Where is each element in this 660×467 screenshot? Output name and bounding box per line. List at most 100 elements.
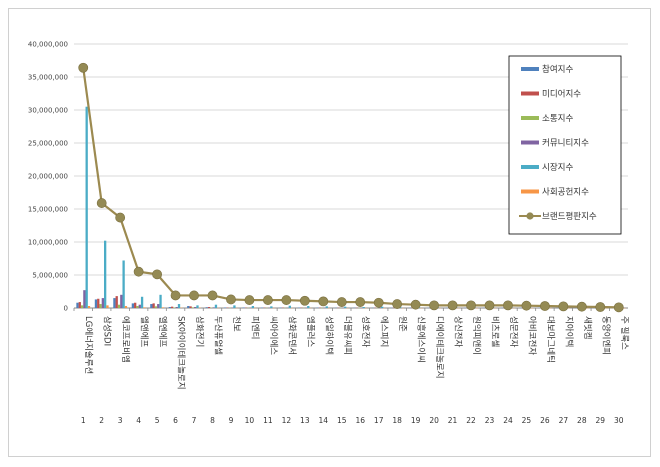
y-tick-label: 0	[64, 305, 68, 313]
line-point	[207, 290, 218, 301]
legend-swatch	[521, 67, 539, 71]
line-point	[429, 300, 439, 311]
bar	[159, 294, 162, 308]
bar	[80, 305, 84, 308]
bar	[85, 106, 88, 308]
x-number-label: 7	[192, 416, 197, 425]
line-point	[299, 295, 310, 306]
x-tick-label: 삼성SDI	[102, 316, 113, 346]
line-point	[410, 299, 421, 310]
y-tick-label: 40,000,000	[28, 41, 68, 49]
bar	[307, 306, 310, 308]
x-tick-label: 에코프로비엠	[120, 316, 131, 363]
bar	[94, 299, 98, 308]
x-number-label: 4	[136, 416, 141, 425]
x-tick-label: 주 필룩스	[619, 316, 630, 350]
x-tick-label: 천보	[231, 316, 242, 332]
bar	[104, 240, 107, 308]
legend-label: 참여지수	[542, 64, 573, 75]
bar	[196, 305, 199, 308]
x-number-label: 23	[485, 416, 495, 425]
bar	[399, 307, 402, 308]
bar	[124, 306, 128, 308]
x-tick-label: 성문전자	[508, 316, 519, 347]
x-tick-label: 엠플러스	[305, 316, 316, 347]
x-number-label: 13	[300, 416, 310, 425]
legend-swatch	[521, 165, 539, 169]
bar	[161, 307, 164, 308]
bar	[170, 306, 174, 308]
bar	[177, 304, 181, 308]
y-tick-label: 15,000,000	[28, 206, 68, 214]
bar	[194, 307, 197, 308]
legend-label: 시장지수	[542, 162, 573, 173]
y-tick-label: 5,000,000	[32, 272, 68, 280]
x-number-label: 9	[229, 416, 234, 425]
line-point	[503, 300, 513, 311]
bar	[288, 305, 291, 308]
bar	[175, 307, 178, 308]
legend-label: 커뮤니티지수	[542, 138, 589, 149]
bar	[362, 307, 365, 308]
bar	[157, 304, 160, 308]
line-point	[318, 296, 329, 307]
y-tick-label: 10,000,000	[28, 239, 68, 247]
x-number-label: 6	[173, 416, 178, 425]
bar	[233, 305, 236, 308]
bar	[97, 298, 100, 308]
legend-label: 사회공헌지수	[542, 188, 589, 198]
x-tick-label: 동양이엔피	[600, 316, 611, 355]
bar	[242, 307, 245, 308]
bar	[122, 260, 125, 308]
bar	[131, 303, 135, 308]
x-number-label: 30	[614, 416, 624, 425]
line-point	[355, 297, 366, 307]
line-point	[226, 294, 236, 305]
x-axis: LG에너지솔루션 1 삼성SDI 2 에코프로비엠 3 엘앤에프 4 엘엔에프 5 SK아이이테크놀…	[73, 308, 630, 425]
bar	[87, 306, 91, 308]
legend-label: 브랜드평판지수	[542, 211, 597, 222]
x-number-label: 1	[81, 416, 86, 425]
legend-swatch	[521, 189, 539, 194]
line-point	[613, 302, 624, 313]
bar	[150, 304, 153, 308]
y-tick-label: 35,000,000	[28, 74, 68, 82]
line-point	[392, 299, 403, 309]
bar	[138, 304, 141, 308]
bar	[381, 306, 384, 308]
bar	[325, 306, 328, 308]
bar	[101, 298, 104, 308]
line-point	[576, 301, 587, 312]
x-tick-label: 성호전자	[360, 316, 371, 347]
bar	[136, 306, 139, 308]
x-number-label: 24	[503, 416, 513, 425]
bar	[143, 307, 146, 308]
bar	[106, 305, 109, 308]
line-point	[189, 290, 199, 301]
x-tick-label: 두산퓨얼셀	[213, 316, 224, 355]
bar	[191, 307, 195, 308]
y-tick-label: 20,000,000	[28, 173, 68, 181]
bar	[83, 290, 86, 308]
line-point	[447, 300, 458, 311]
x-number-label: 20	[429, 416, 439, 425]
bar	[344, 306, 347, 308]
bar	[207, 307, 211, 308]
line-point	[281, 295, 292, 305]
x-tick-label: 디에이테크놀로지	[434, 316, 445, 379]
x-tick-label: 삼화콘덴서	[286, 316, 297, 355]
legend-swatch	[521, 91, 539, 96]
x-tick-label: SK아이이테크놀로지	[176, 316, 187, 390]
line-point	[262, 295, 273, 305]
x-tick-label: 피엔티	[249, 316, 260, 339]
x-tick-label: 원준	[397, 316, 407, 332]
x-tick-label: LG에너지솔루션	[83, 316, 94, 374]
y-axis: 0 5,000,000 10,000,000 15,000,000 20,000,000…	[28, 41, 68, 313]
x-number-label: 10	[245, 416, 255, 425]
bar	[76, 302, 79, 308]
bar	[189, 306, 192, 308]
bar	[99, 304, 102, 308]
x-number-label: 11	[263, 416, 273, 425]
x-tick-label: 대보마그네틱	[545, 316, 556, 363]
bar	[115, 296, 118, 308]
